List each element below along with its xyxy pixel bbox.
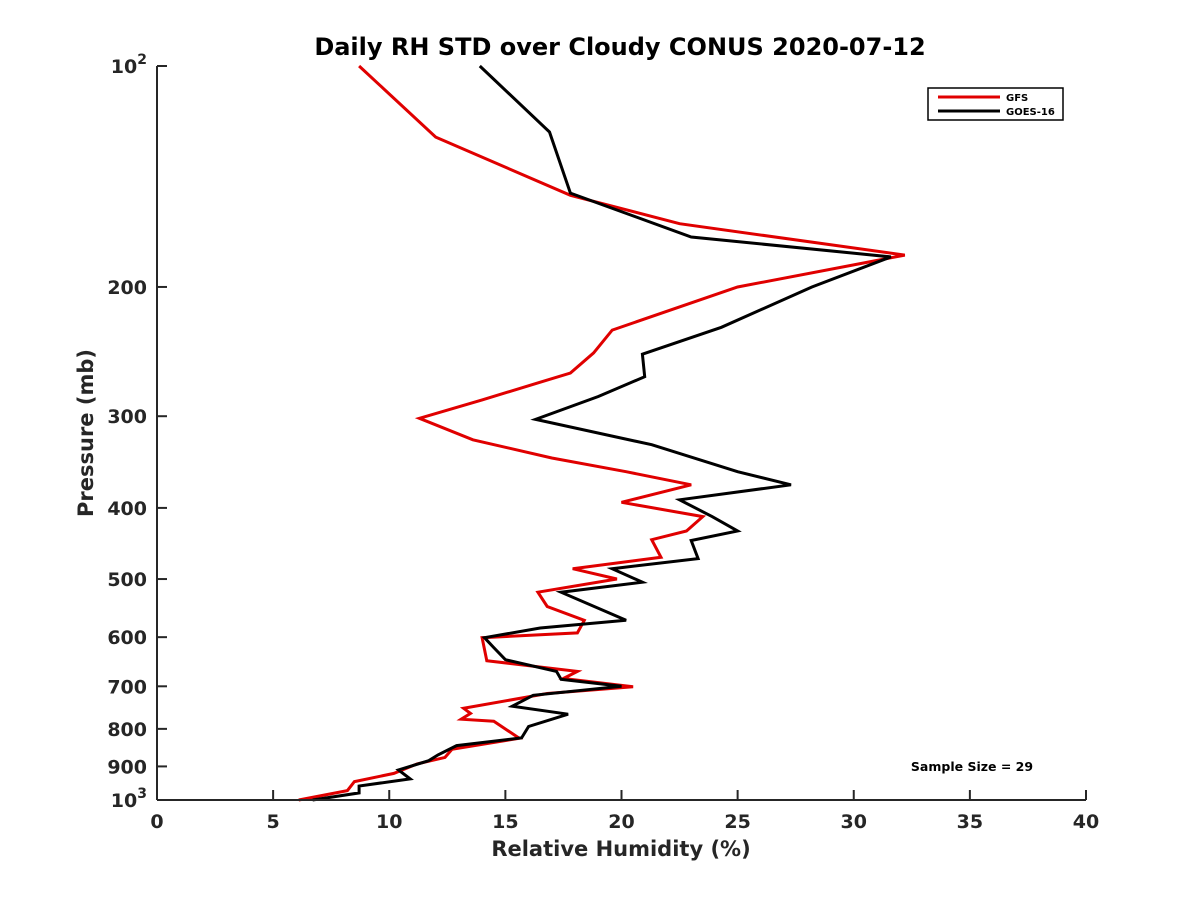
y-tick-label: 103: [111, 786, 147, 812]
y-axis-label: Pressure (mb): [74, 349, 98, 517]
legend-box: [927, 87, 1064, 121]
y-tick-label: 200: [107, 277, 147, 299]
x-axis-label: Relative Humidity (%): [491, 837, 750, 861]
series-lines: [298, 64, 906, 802]
series-line-goes-16: [312, 64, 892, 802]
x-tick-label: 15: [492, 811, 518, 833]
legend: GFS GOES-16: [927, 87, 1064, 121]
x-tick-label: 40: [1073, 811, 1099, 833]
x-tick-label: 35: [957, 811, 983, 833]
x-axis-ticks: 0 5 10 15 20 25 30 35 40: [150, 790, 1099, 833]
legend-label-gfs: GFS: [1006, 93, 1028, 104]
x-tick-label: 0: [150, 811, 163, 833]
x-tick-label: 25: [724, 811, 750, 833]
y-tick-label: 500: [107, 569, 147, 591]
x-tick-label: 30: [841, 811, 867, 833]
x-tick-label: 10: [376, 811, 402, 833]
sample-size-annotation: Sample Size = 29: [911, 759, 1033, 774]
y-tick-label: 700: [107, 676, 147, 698]
x-tick-label: 5: [267, 811, 280, 833]
y-tick-label: 600: [107, 627, 147, 649]
legend-label-goes-16: GOES-16: [1006, 107, 1055, 118]
chart-title: Daily RH STD over Cloudy CONUS 2020-07-1…: [314, 33, 925, 61]
y-tick-label: 900: [107, 756, 147, 778]
y-tick-label: 400: [107, 498, 147, 520]
series-line-gfs: [298, 64, 906, 802]
y-axis-ticks: 102 200 300 400 500 600 700 800 900 103: [107, 52, 167, 812]
x-tick-label: 20: [608, 811, 634, 833]
y-tick-label: 102: [111, 52, 147, 78]
y-tick-label: 800: [107, 719, 147, 741]
y-tick-label: 300: [107, 406, 147, 428]
